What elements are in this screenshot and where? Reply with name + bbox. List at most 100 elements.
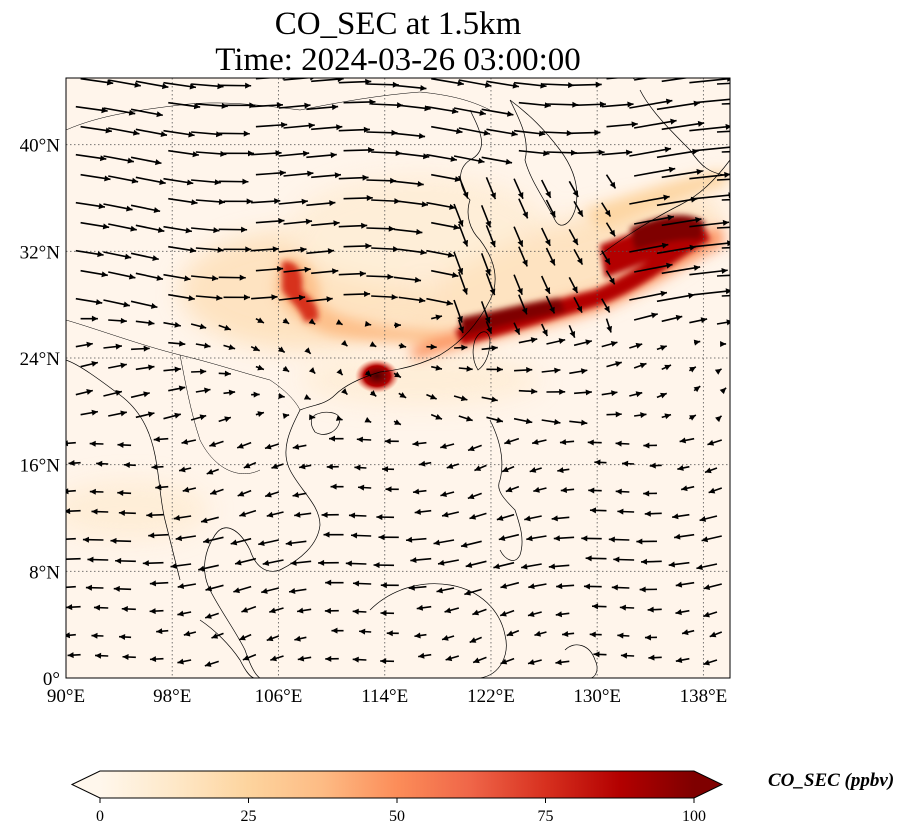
- wind-arrow-head: [724, 171, 730, 178]
- longitude-tick-label: 114°E: [361, 686, 408, 707]
- wind-arrow-head: [640, 558, 648, 565]
- wind-arrow: [633, 215, 675, 225]
- wind-arrow-head: [279, 169, 286, 176]
- map-panel: [60, 78, 765, 678]
- wind-arrow-head: [594, 129, 601, 136]
- wind-arrow-head: [271, 463, 279, 470]
- wind-arrow-head: [362, 174, 369, 181]
- wind-arrow-head: [709, 631, 717, 638]
- wind-arrow-head: [378, 534, 385, 541]
- wind-arrow-head: [373, 562, 380, 569]
- wind-arrow-head: [647, 606, 654, 613]
- wind-arrow-head: [534, 630, 541, 637]
- wind-arrow-head: [278, 217, 285, 224]
- wind-arrow-head: [456, 128, 463, 135]
- wind-arrow-head: [366, 194, 373, 201]
- wind-arrow-head: [435, 414, 442, 420]
- wind-arrow: [629, 291, 668, 301]
- wind-arrow-head: [436, 587, 443, 594]
- wind-arrow-head: [258, 540, 265, 547]
- wind-arrow-head: [635, 391, 643, 398]
- wind-arrow-head: [308, 367, 316, 374]
- wind-arrow-head: [524, 515, 531, 522]
- wind-arrow-head: [297, 607, 304, 614]
- wind-arrow-head: [421, 201, 428, 208]
- wind-arrow-head: [253, 391, 260, 398]
- wind-arrow-head: [204, 387, 211, 394]
- wind-arrow-head: [60, 556, 66, 562]
- wind-arrow-head: [131, 177, 139, 184]
- wind-arrow-head: [182, 486, 190, 493]
- wind-arrow-head: [611, 390, 618, 397]
- wind-arrow-head: [96, 460, 103, 467]
- wind-arrow-head: [576, 305, 583, 313]
- wind-arrow-head: [147, 411, 155, 418]
- wind-arrow-head: [276, 266, 284, 272]
- wind-arrow-head: [572, 238, 578, 245]
- wind-arrow-head: [416, 604, 424, 611]
- wind-arrow-head: [380, 658, 387, 665]
- wind-arrow-head: [753, 127, 759, 133]
- wind-arrow-head: [490, 192, 496, 200]
- wind-arrow-head: [450, 155, 457, 162]
- wind-arrow-head: [216, 294, 223, 301]
- wind-arrow-head: [183, 630, 191, 637]
- wind-arrow: [689, 221, 730, 228]
- wind-arrow-head: [91, 632, 98, 639]
- wind-arrow-head: [89, 488, 96, 495]
- wind-arrow-head: [348, 512, 356, 519]
- wind-arrow-head: [292, 491, 300, 498]
- wind-arrow-head: [504, 438, 511, 445]
- wind-arrow-head: [173, 514, 181, 521]
- wind-arrow-head: [399, 342, 407, 349]
- wind-arrow: [721, 294, 730, 297]
- wind-arrow-head: [729, 144, 730, 148]
- wind-arrow-head: [292, 443, 300, 450]
- wind-arrow-head: [651, 312, 658, 319]
- wind-arrow-head: [643, 442, 650, 449]
- wind-arrow-head: [414, 276, 422, 283]
- wind-arrow-head: [155, 484, 162, 491]
- colorbar-min-extension: [72, 771, 100, 798]
- wind-arrow-head: [517, 192, 524, 199]
- wind-arrow-head: [341, 388, 348, 395]
- wind-arrow-head: [285, 540, 293, 547]
- wind-arrow-head: [479, 109, 486, 116]
- wind-arrow-head: [148, 364, 155, 371]
- wind-arrow-head: [122, 654, 129, 661]
- wind-vectors: [60, 78, 765, 667]
- wind-arrow-head: [252, 345, 260, 351]
- wind-arrow-head: [280, 121, 288, 128]
- wind-arrow-head: [664, 364, 672, 371]
- wind-arrow-head: [442, 511, 449, 518]
- wind-arrow-head: [430, 343, 437, 350]
- wind-arrow-head: [95, 299, 103, 306]
- wind-arrow-head: [444, 607, 452, 614]
- wind-arrow-head: [382, 466, 389, 473]
- wind-arrow-head: [270, 655, 277, 662]
- wind-arrow-head: [204, 342, 211, 349]
- wind-arrow-head: [491, 396, 498, 403]
- wind-arrow-head: [728, 192, 730, 199]
- wind-arrow-head: [703, 584, 711, 591]
- wind-arrow-head: [704, 467, 712, 474]
- wind-arrow: [66, 441, 76, 445]
- wind-arrow-head: [528, 659, 535, 665]
- wind-arrow-head: [335, 415, 343, 421]
- colorbar: 0 25 50 75 100: [70, 770, 724, 825]
- wind-arrow-head: [447, 251, 455, 258]
- wind-arrow-head: [429, 393, 437, 400]
- latitude-tick-label: 24°N: [20, 349, 61, 370]
- wind-arrow-head: [325, 655, 332, 662]
- wind-arrow-head: [759, 100, 765, 106]
- wind-arrow-head: [188, 295, 195, 302]
- wind-arrow-head: [217, 246, 224, 253]
- wind-arrow-head: [558, 338, 566, 344]
- wind-arrow: [633, 263, 673, 273]
- wind-arrow-head: [387, 273, 394, 280]
- longitude-tick-label: 138°E: [680, 686, 728, 707]
- wind-arrow-head: [274, 198, 281, 205]
- wind-arrow-head: [394, 198, 401, 205]
- wind-arrow-head: [457, 219, 464, 227]
- wind-arrow-head: [668, 561, 676, 568]
